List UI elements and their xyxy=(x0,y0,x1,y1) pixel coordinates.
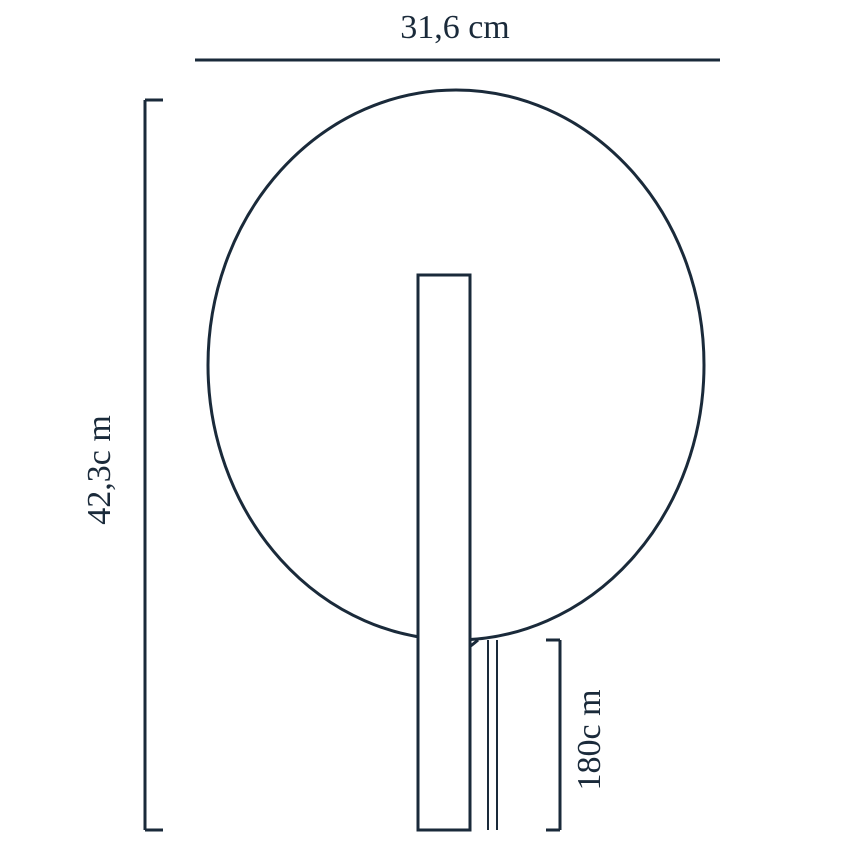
dimension-top: 31,6 cm xyxy=(195,9,720,60)
dim-top-label: 31,6 cm xyxy=(400,9,510,46)
stem-bar xyxy=(418,275,470,830)
dimension-right: 180c m xyxy=(546,640,608,830)
dimension-left: 42,3c m xyxy=(81,100,163,830)
product-outline xyxy=(208,90,704,830)
dim-left-label: 42,3c m xyxy=(81,415,118,525)
dimension-drawing: 31,6 cm 42,3c m 180c m xyxy=(0,0,868,868)
dim-right-label: 180c m xyxy=(571,689,608,790)
